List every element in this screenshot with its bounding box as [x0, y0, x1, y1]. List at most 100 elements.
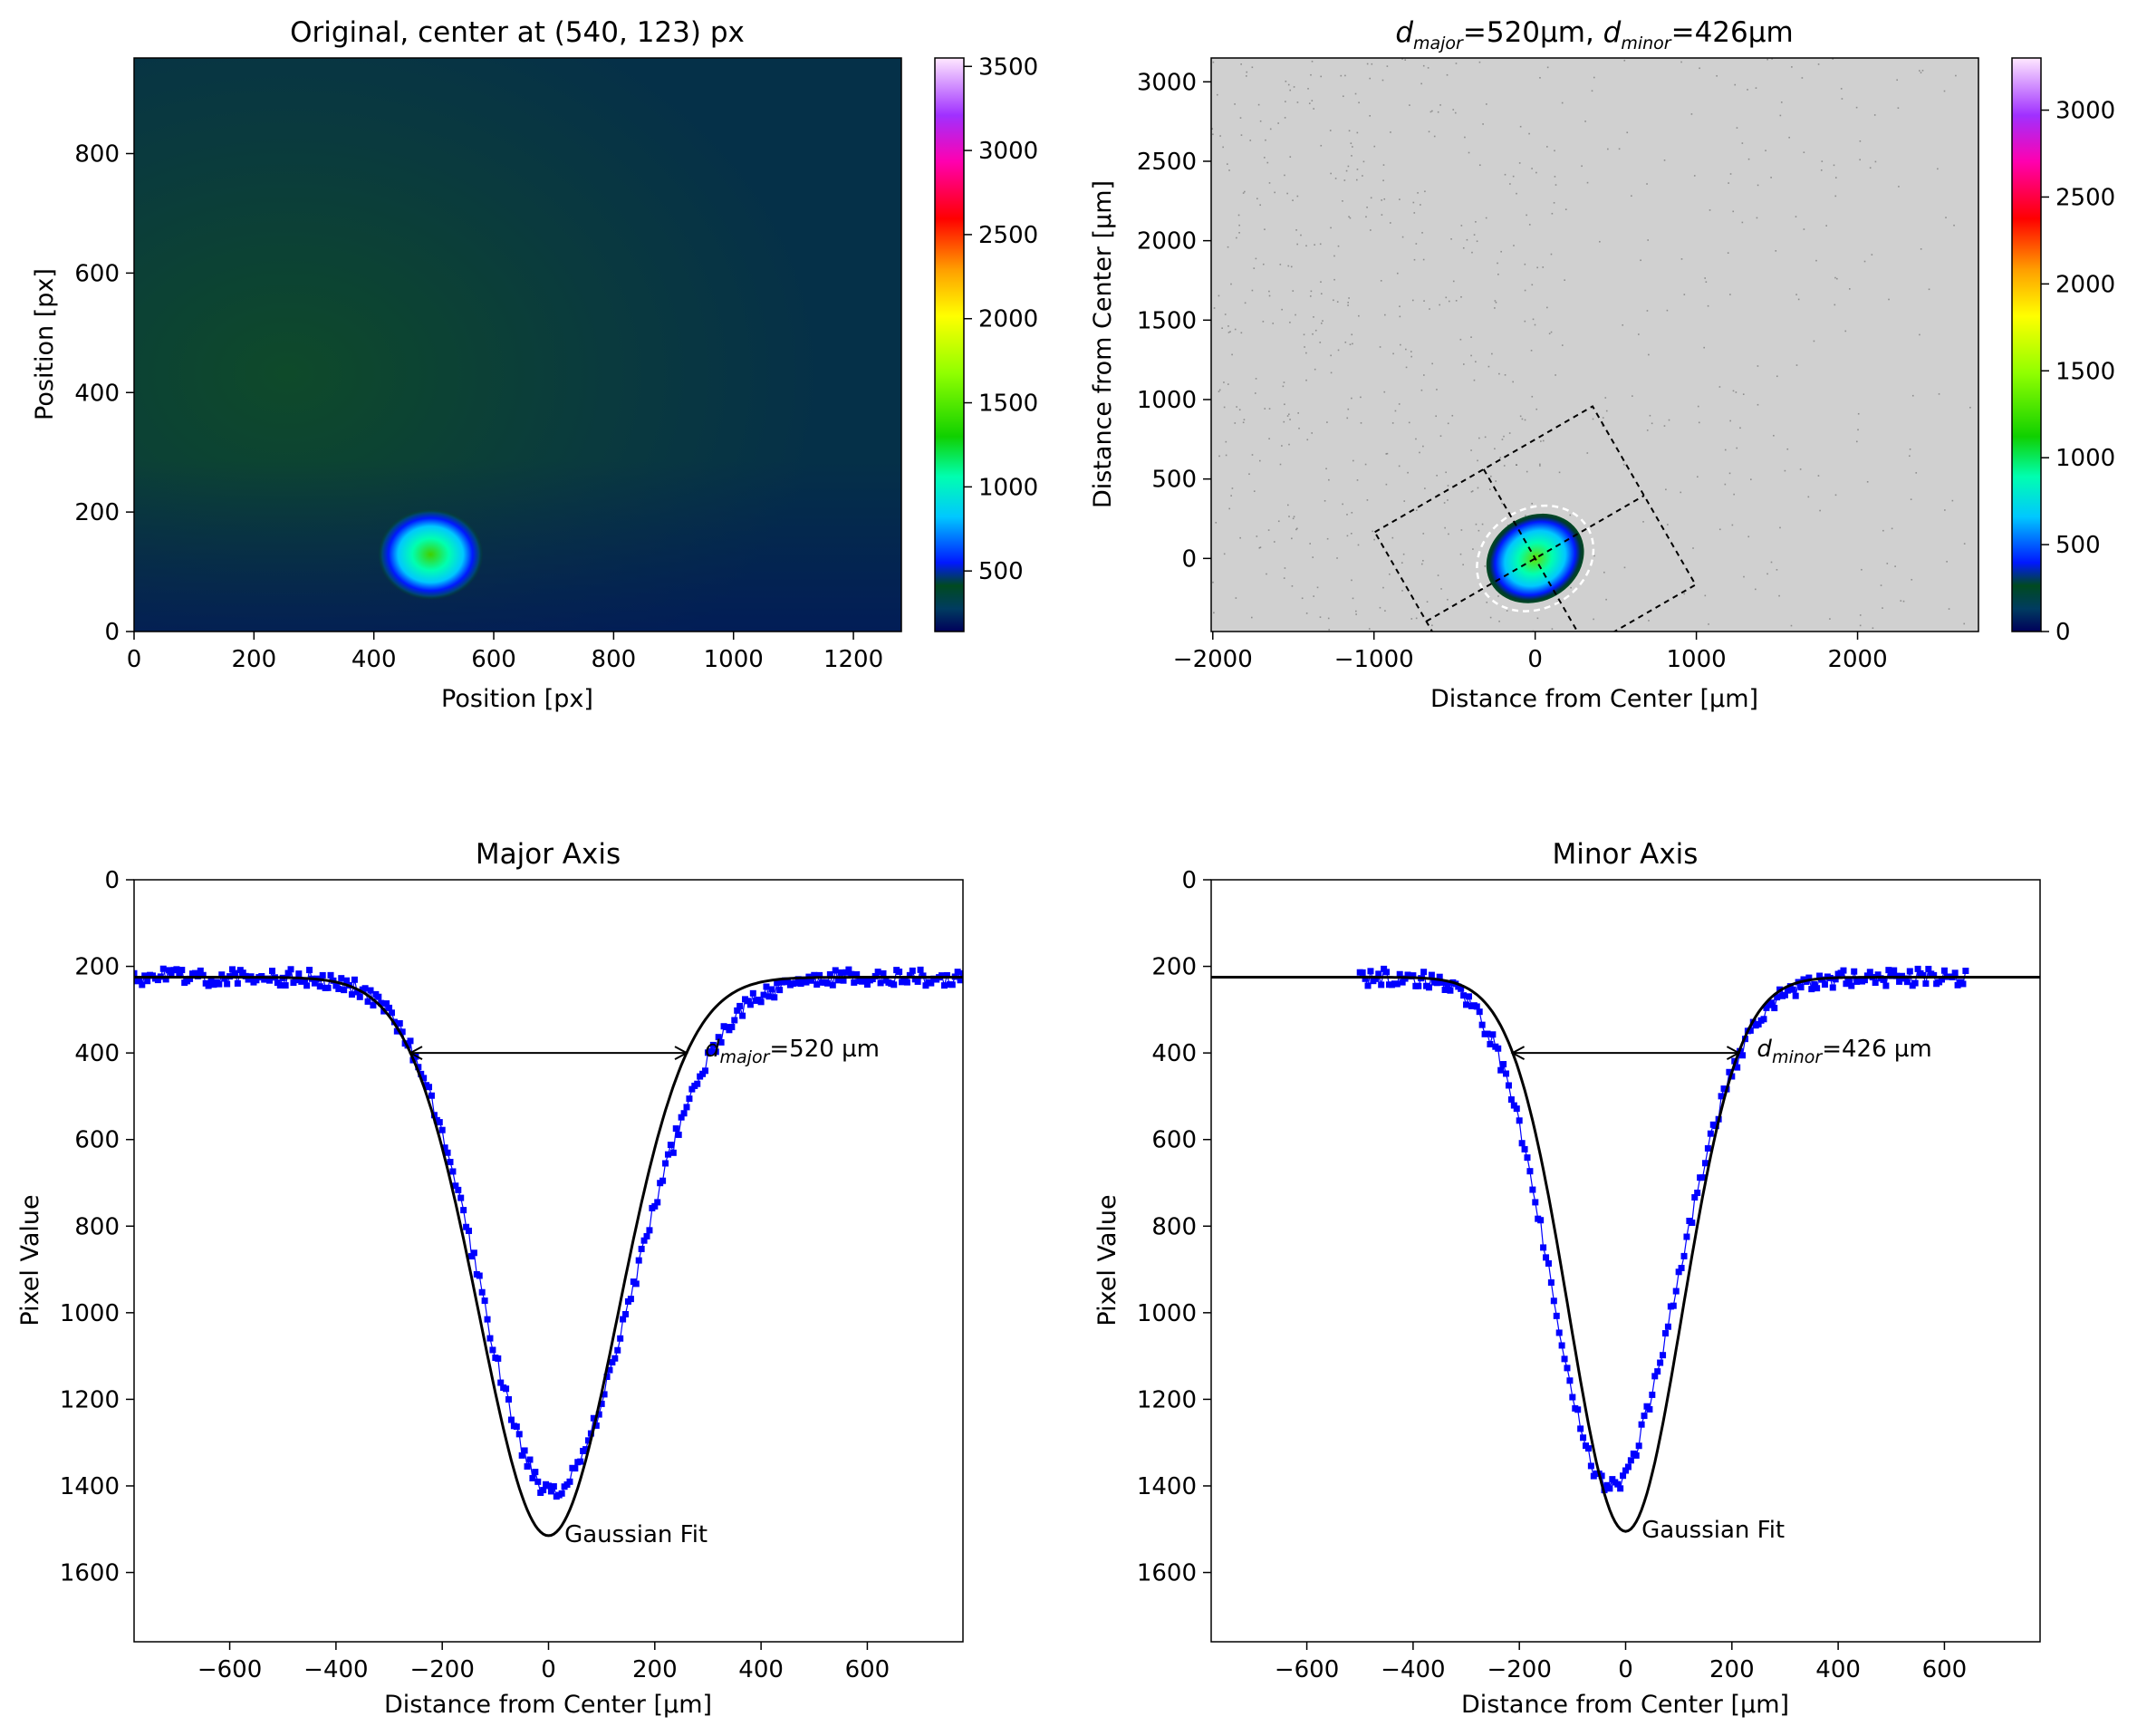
data-point [301, 977, 308, 984]
noise-pixel [1279, 264, 1282, 265]
noise-pixel [1741, 221, 1744, 224]
data-point [1920, 971, 1927, 979]
data-point [1478, 1021, 1486, 1028]
noise-pixel [1829, 618, 1831, 620]
noise-pixel [1327, 617, 1330, 620]
noise-pixel [1269, 128, 1272, 130]
data-point [1624, 1463, 1632, 1471]
noise-pixel [1648, 353, 1650, 356]
data-point [1816, 972, 1824, 979]
noise-pixel [1259, 546, 1262, 548]
data-point [1654, 1368, 1661, 1375]
x-tick-label: 0 [127, 646, 142, 673]
data-point [667, 1142, 674, 1149]
x-tick-label: 400 [351, 646, 397, 673]
data-point [1487, 1040, 1494, 1047]
data-point [577, 1458, 584, 1465]
data-point [749, 989, 756, 997]
noise-pixel [1447, 499, 1449, 501]
data-point [744, 998, 751, 1005]
noise-pixel [1551, 212, 1554, 215]
data-point [603, 1374, 611, 1381]
centered-image-background [1211, 58, 1978, 632]
data-point [1415, 982, 1422, 989]
data-point [919, 972, 927, 979]
data-point [221, 975, 228, 982]
noise-pixel [1324, 499, 1326, 502]
noise-pixel [1309, 295, 1312, 297]
noise-pixel [1896, 79, 1898, 82]
data-point [1861, 977, 1868, 984]
noise-pixel [1295, 313, 1296, 316]
data-point [664, 1151, 671, 1158]
noise-pixel [1284, 174, 1285, 177]
noise-pixel [1228, 507, 1230, 510]
data-point [269, 968, 275, 975]
y-tick-label: 2500 [1137, 149, 1197, 176]
noise-pixel [1368, 628, 1371, 630]
data-point [1627, 1457, 1634, 1464]
data-point [1691, 1194, 1699, 1201]
noise-pixel [1431, 362, 1433, 365]
noise-pixel [1902, 600, 1905, 603]
data-point [218, 971, 226, 979]
data-point [1399, 979, 1406, 986]
noise-pixel [1401, 58, 1403, 60]
original-image-frame [133, 57, 902, 632]
original-title: Original, center at (540, 123) px [290, 16, 745, 49]
noise-pixel [1832, 58, 1834, 60]
data-point [449, 1168, 457, 1175]
noise-pixel [1535, 408, 1538, 410]
data-point [505, 1395, 513, 1403]
noise-pixel [1235, 597, 1237, 599]
noise-pixel [1394, 410, 1397, 412]
noise-pixel [1525, 515, 1526, 516]
noise-pixel [1250, 616, 1253, 619]
data-point [1503, 1070, 1510, 1077]
noise-pixel [1328, 478, 1330, 481]
noise-pixel [1640, 259, 1641, 262]
noise-pixel [1539, 463, 1541, 466]
noise-pixel [1313, 108, 1314, 110]
data-point [1543, 1254, 1550, 1261]
data-point [1771, 1005, 1778, 1012]
data-point [595, 1411, 602, 1418]
original-ticks: 0 200 400 600 800 1000 1200 0 200 400 600 800 [74, 141, 883, 674]
y-tick-label: 800 [1151, 1213, 1197, 1240]
noise-pixel [1243, 419, 1246, 420]
data-point [1396, 970, 1403, 978]
data-point [627, 1296, 634, 1303]
noise-pixel [1358, 101, 1360, 104]
noise-pixel [1268, 294, 1271, 297]
noise-pixel [1215, 522, 1218, 524]
noise-pixel [1943, 90, 1946, 92]
noise-pixel [1439, 304, 1440, 306]
noise-pixel [1352, 342, 1353, 345]
noise-pixel [1403, 500, 1406, 502]
noise-pixel [1750, 478, 1752, 481]
y-tick-label: 200 [74, 954, 120, 981]
noise-pixel [1364, 463, 1367, 466]
noise-pixel [1526, 214, 1527, 217]
data-point [176, 970, 183, 978]
noise-pixel [1304, 346, 1305, 348]
data-point [1587, 1462, 1594, 1470]
data-point [540, 1487, 547, 1494]
noise-pixel [1473, 379, 1476, 381]
noise-pixel [1718, 386, 1721, 388]
colorbar-tick-label: 500 [2055, 532, 2101, 559]
x-tick-label: −1000 [1334, 646, 1414, 673]
noise-pixel [1478, 529, 1480, 532]
noise-pixel [1322, 320, 1324, 322]
data-point [1880, 976, 1887, 983]
noise-pixel [1289, 89, 1292, 92]
data-point [1516, 1117, 1523, 1124]
noise-pixel [1592, 418, 1594, 420]
noise-pixel [1436, 474, 1438, 477]
noise-pixel [1212, 61, 1215, 63]
noise-pixel [1288, 516, 1290, 517]
data-point [295, 970, 303, 978]
data-point [199, 971, 207, 979]
noise-pixel [1291, 537, 1293, 540]
y-tick-label: 600 [74, 1127, 120, 1154]
